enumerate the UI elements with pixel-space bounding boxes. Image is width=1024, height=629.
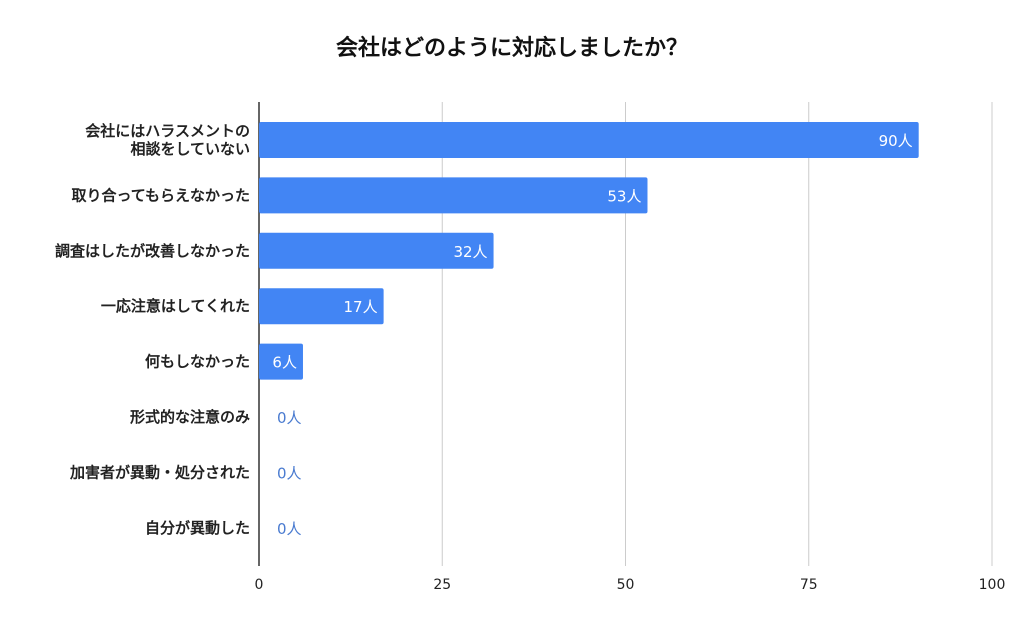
data-label: 0人 (277, 464, 302, 482)
data-label: 6人 (272, 354, 297, 372)
category-label: 一応注意はしてくれた (101, 297, 250, 315)
category-label: 自分が異動した (145, 519, 250, 537)
x-tick-label: 25 (433, 577, 451, 593)
bar (259, 343, 303, 380)
data-label: 90人 (879, 132, 913, 150)
data-label: 0人 (277, 520, 302, 538)
x-tick-label: 100 (979, 577, 1006, 593)
category-label: 形式的な注意のみ (130, 408, 250, 426)
category-label: 何もしなかった (145, 353, 250, 371)
bar (259, 177, 648, 214)
data-label: 0人 (277, 409, 302, 427)
data-label: 32人 (453, 243, 487, 261)
bar (259, 288, 384, 325)
category-label: 調査はしたが改善しなかった (55, 242, 250, 260)
data-label: 53人 (607, 187, 641, 205)
category-label: 加害者が異動・処分された (69, 463, 250, 481)
bar (259, 122, 919, 158)
category-label: 相談をしていない (130, 140, 250, 158)
data-label: 17人 (344, 298, 378, 316)
chart-title: 会社はどのように対応しましたか？ (336, 35, 688, 61)
category-label: 取り合ってもらえなかった (71, 186, 250, 204)
x-tick-label: 75 (800, 577, 818, 593)
x-tick-label: 0 (255, 577, 264, 593)
x-tick-label: 50 (617, 577, 635, 593)
category-label: 会社にはハラスメントの (85, 122, 250, 140)
bar (259, 232, 494, 269)
